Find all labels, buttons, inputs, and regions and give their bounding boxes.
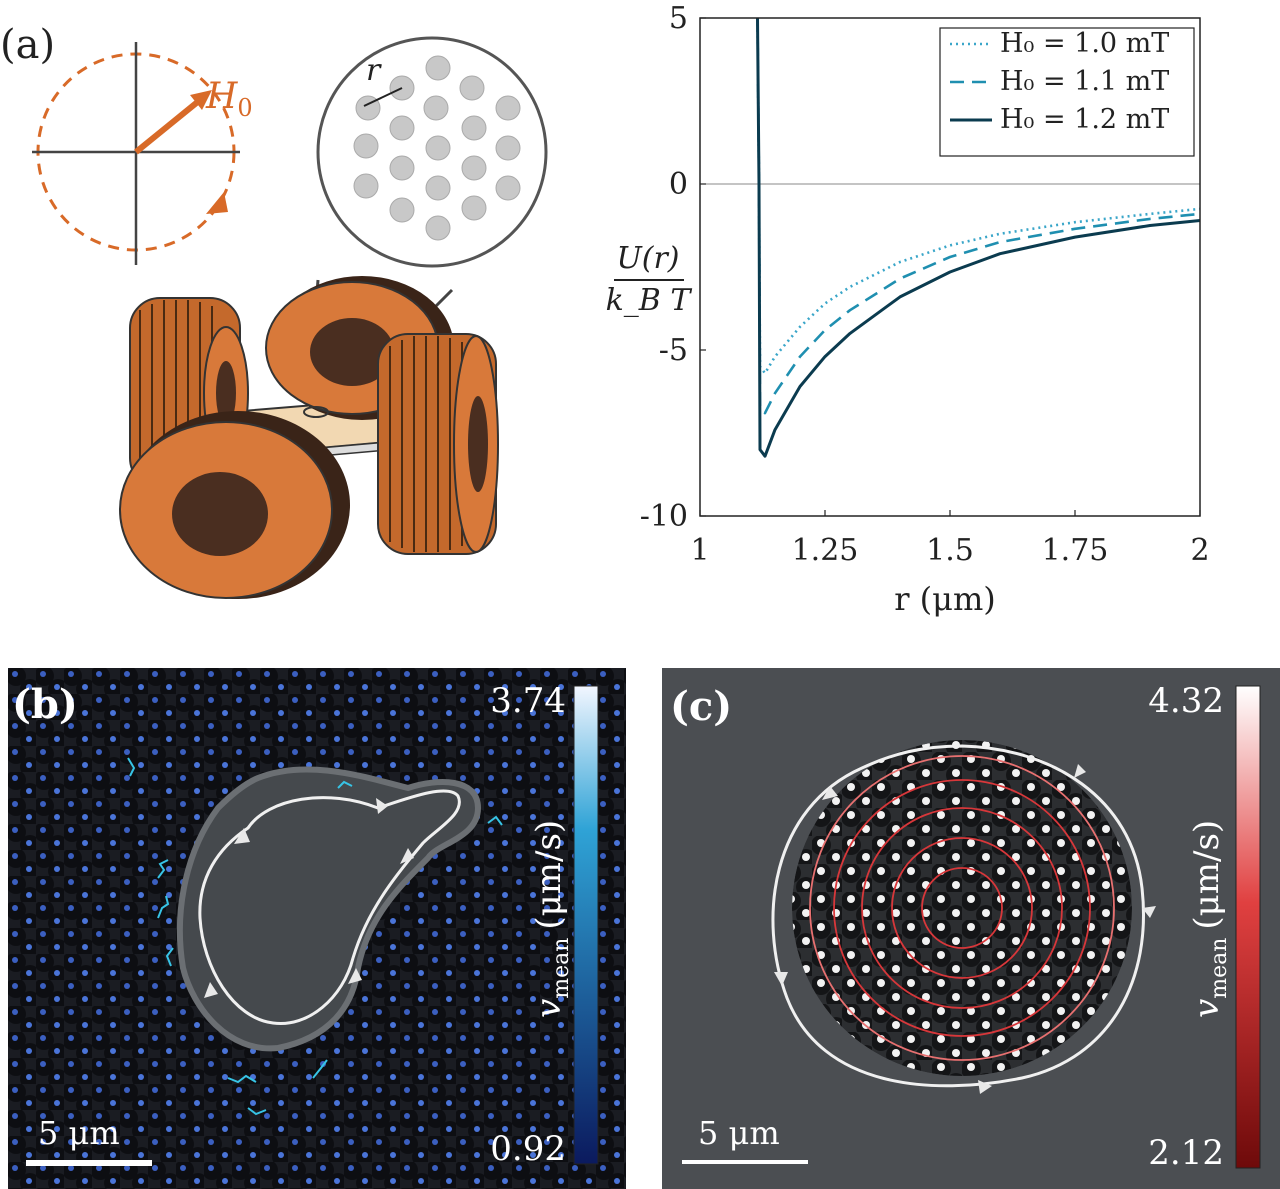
y-tick-label: -10 (640, 499, 688, 534)
scale-bar-label-b: 5 μm (38, 1114, 120, 1152)
x-tick-label: 2 (1190, 533, 1209, 568)
colorbar-label-b: vmean(μm/s) (529, 820, 574, 1018)
flow-arrow-icon-5 (204, 982, 218, 998)
coil-right (377, 333, 499, 555)
chart-series (756, 17, 1201, 458)
panel-a-label: (a) (0, 22, 55, 68)
flow-arrow-icon-c1 (1074, 764, 1086, 778)
distance-line (363, 87, 403, 107)
series-line-3 (756, 17, 1201, 458)
flow-arrow-icon-c3 (978, 1080, 992, 1094)
x-tick-label: 1.5 (926, 533, 974, 568)
void-region (176, 766, 482, 1052)
field-diagram: H0 (32, 42, 253, 265)
legend-entry: H₀ = 1.2 mT (1000, 104, 1169, 135)
scale-bar-label-c: 5 μm (698, 1114, 780, 1152)
panel-b-label: (b) (12, 681, 78, 728)
field-arrowhead-icon (190, 90, 212, 110)
particle-lattice (353, 55, 521, 241)
panel-b: 3.74 0.92 vmean(μm/s) (b) 5 μm (8, 668, 626, 1189)
legend-entry: H₀ = 1.1 mT (1000, 66, 1169, 97)
flow-arrow-icon-c4 (774, 972, 788, 986)
y-tick-label: 0 (669, 167, 688, 202)
colorbar-red (1235, 685, 1261, 1169)
legend-entry: H₀ = 1.0 mT (1000, 28, 1169, 59)
panel-a-illustration: (a) H0 r (0, 22, 548, 599)
distance-label: r (366, 53, 382, 88)
scale-bar-c (682, 1160, 808, 1164)
flow-arrow-icon-2 (376, 798, 388, 814)
colorbar-blue (573, 685, 599, 1165)
panel-c-micrograph: 4.32 2.12 vmean(μm/s) (c) 5 μm (662, 668, 1280, 1189)
x-tick-label: 1.25 (792, 533, 859, 568)
panel-c: 4.32 2.12 vmean(μm/s) (c) 5 μm (662, 668, 1280, 1189)
trajectories-c (809, 755, 1115, 1061)
flow-arrow-icon-c2 (1142, 906, 1156, 918)
trajectories-b (127, 757, 503, 1116)
colorbar-min-b: 0.92 (490, 1129, 566, 1169)
colorbar-label-c: vmean(μm/s) (1187, 820, 1232, 1018)
chart-ticks: 1 1.25 1.5 1.75 2 5 0 -5 -10 (640, 1, 1210, 568)
y-tick-label: -5 (659, 333, 688, 368)
legend-box (939, 27, 1195, 157)
field-vector (134, 97, 202, 155)
potential-chart: 1 1.25 1.5 1.75 2 5 0 -5 -10 U(r) k_B T r (μm) H… (600, 0, 1280, 640)
colorbar-max-b: 3.74 (490, 681, 566, 721)
x-tick-label: 1.75 (1042, 533, 1109, 568)
colorbar-min-c: 2.12 (1148, 1133, 1224, 1173)
y-axis-label: U(r) k_B T (606, 241, 693, 318)
x-axis-label: r (μm) (894, 580, 996, 618)
panel-b-micrograph: 3.74 0.92 vmean(μm/s) (b) 5 μm (8, 668, 626, 1189)
scale-bar-b (26, 1160, 152, 1166)
coil-apparatus (119, 276, 499, 599)
field-label: H0 (205, 76, 253, 122)
colorbar-max-c: 4.32 (1148, 681, 1224, 721)
y-label-denominator: k_B T (606, 283, 693, 318)
flow-arrow-icon-4 (348, 968, 362, 984)
flow-loop-c (771, 744, 1145, 1088)
y-label-numerator: U(r) (616, 241, 679, 276)
y-tick-label: 5 (669, 1, 688, 36)
flow-arrow-icon-3 (400, 848, 414, 864)
panel-c-label: (c) (670, 683, 732, 730)
zoom-inset: r (306, 36, 548, 414)
series-line-2 (756, 17, 1201, 415)
panel-a: (a) H0 r (0, 0, 600, 610)
x-tick-label: 1 (690, 533, 709, 568)
rotation-arrow-icon (206, 192, 228, 214)
flow-arrow-icon-c5 (822, 786, 838, 800)
flow-arrow-icon (234, 828, 250, 844)
coil-front (119, 411, 350, 599)
potential-chart-svg: 1 1.25 1.5 1.75 2 5 0 -5 -10 U(r) k_B T r (μm) H… (606, 1, 1210, 618)
particle-cluster (792, 740, 1132, 1076)
chart-legend: H₀ = 1.0 mT H₀ = 1.1 mT H₀ = 1.2 mT (939, 27, 1195, 157)
